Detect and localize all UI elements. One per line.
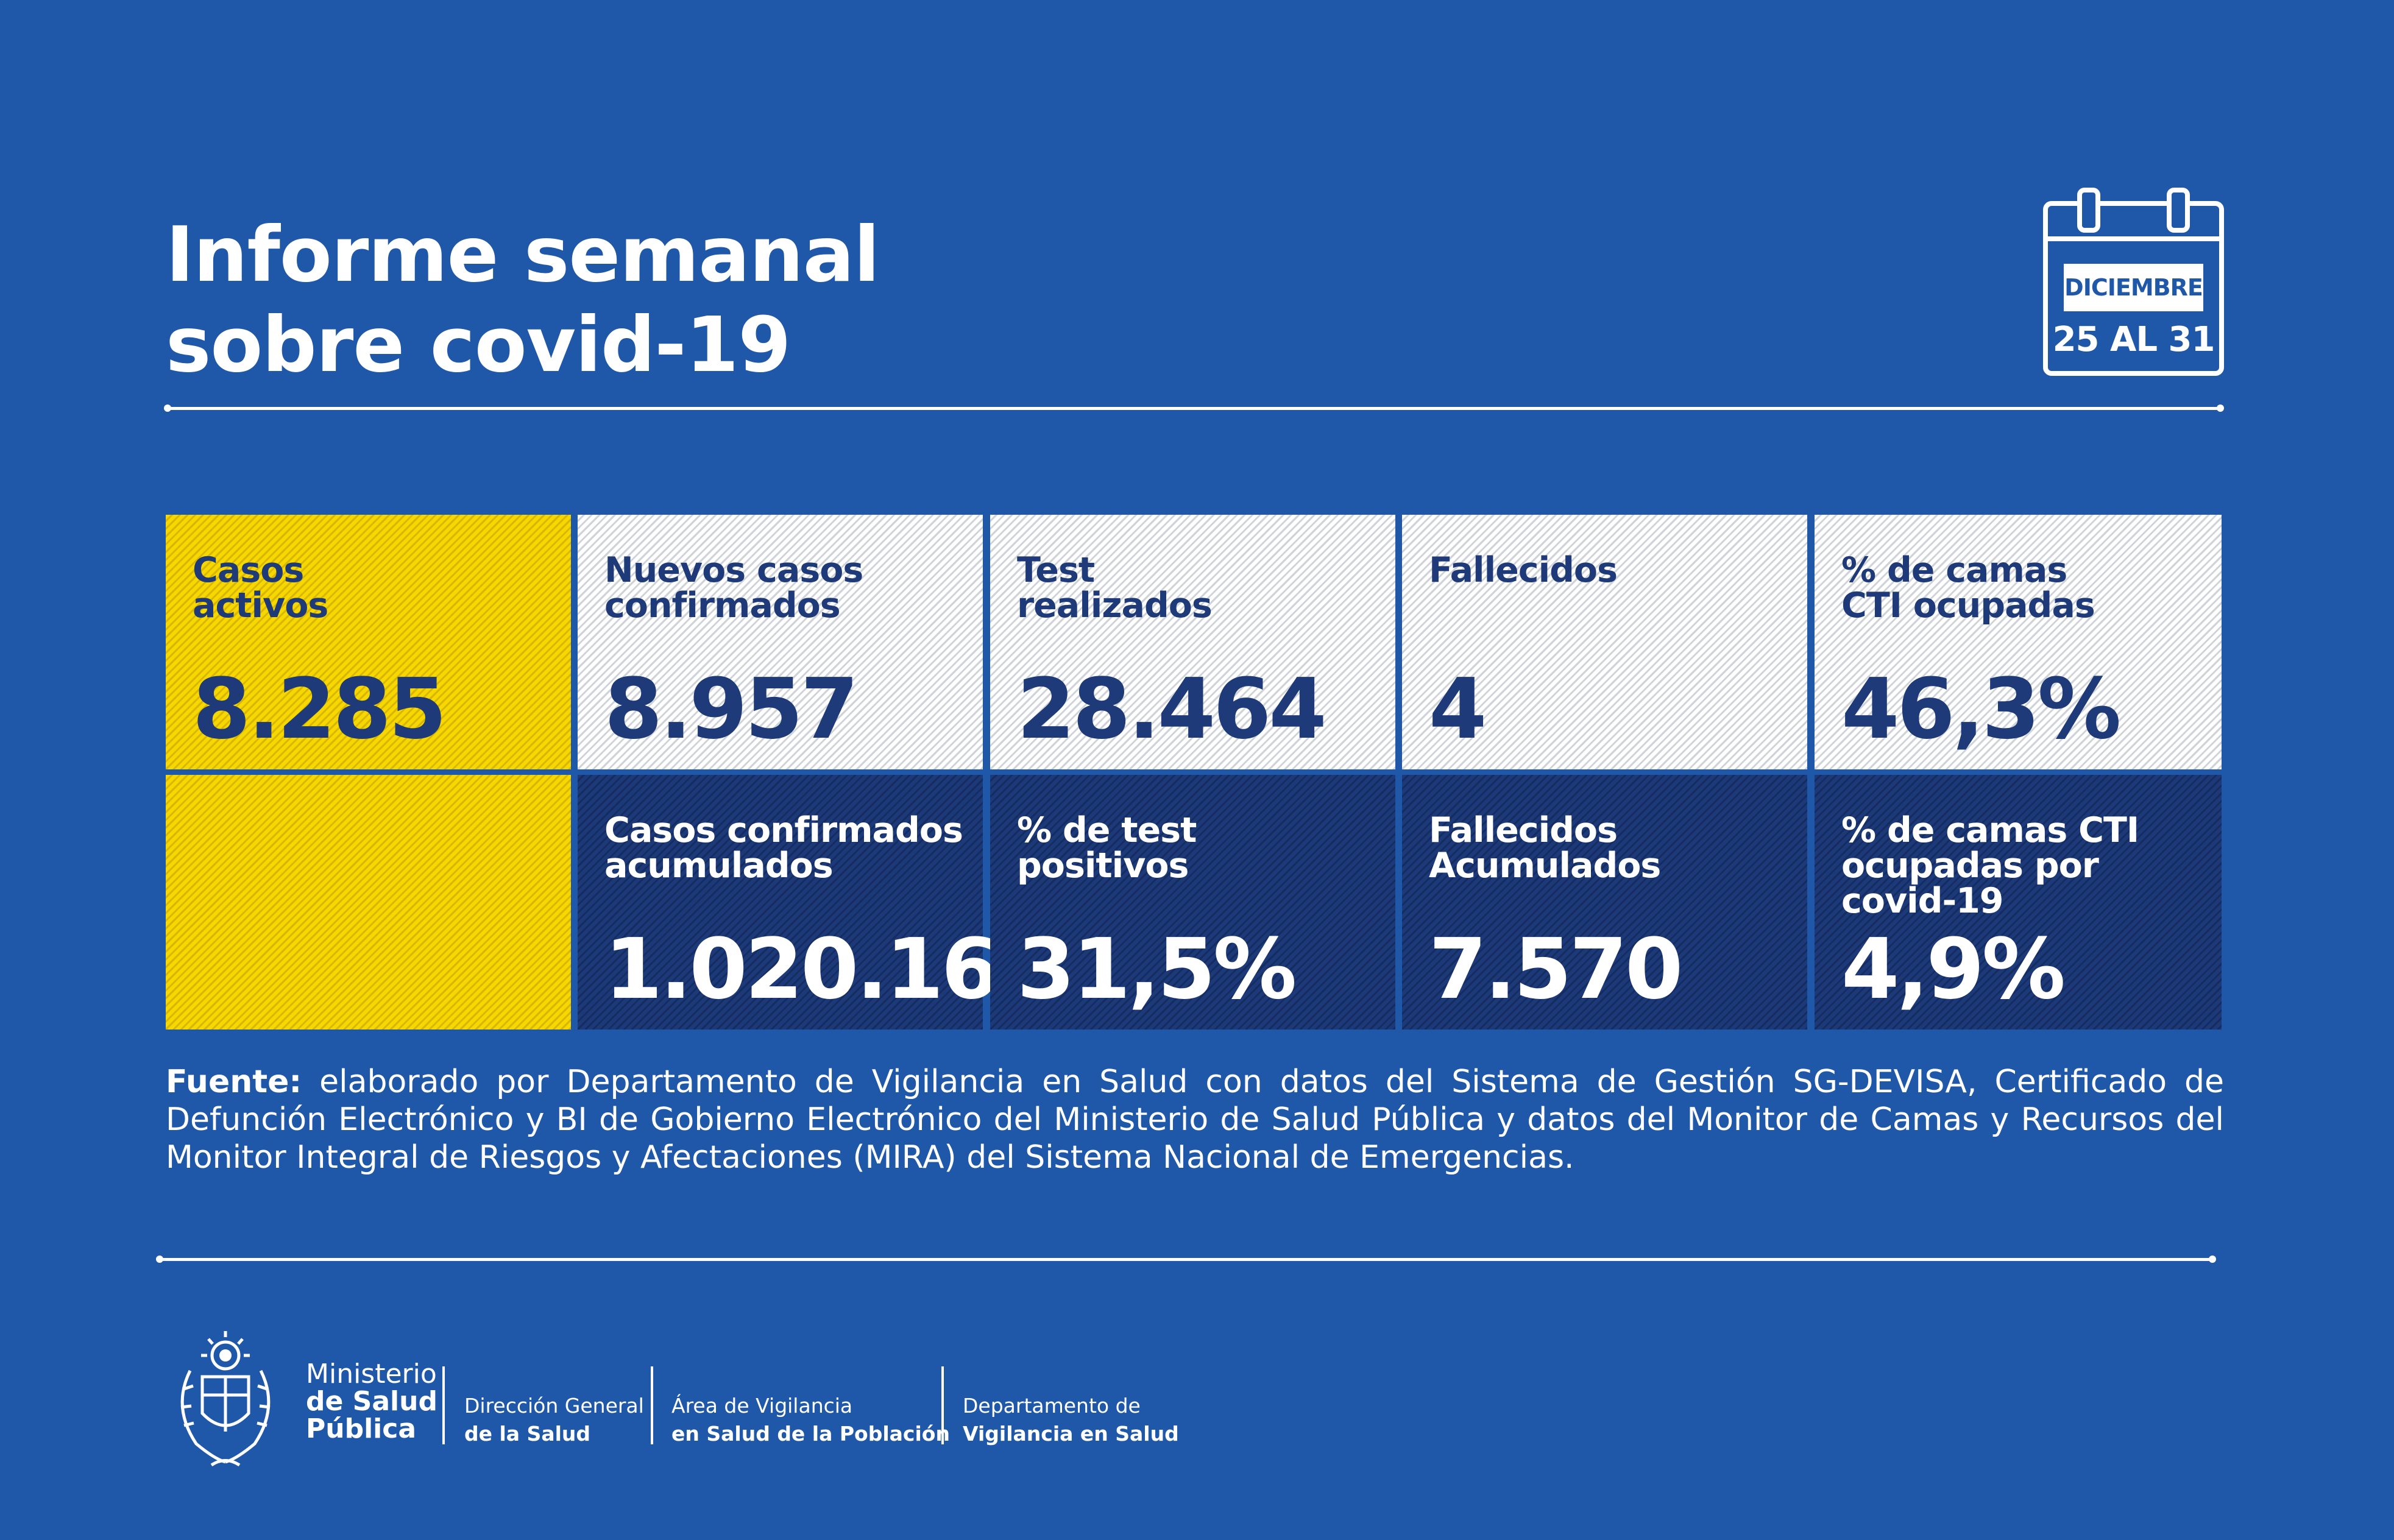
ministry-name: Ministerio de Salud Pública bbox=[306, 1360, 437, 1443]
stat-label: Nuevos casos confirmados bbox=[604, 550, 863, 626]
calendar-date-range: 25 AL 31 bbox=[2052, 320, 2215, 359]
stat-value: 8.285 bbox=[193, 661, 447, 758]
stat-test-positivos: % de test positivos 31,5% bbox=[990, 775, 1395, 1030]
header-divider bbox=[164, 404, 2224, 412]
calendar-ring-right bbox=[2167, 188, 2190, 233]
coat-of-arms-icon bbox=[180, 1331, 271, 1467]
stat-label: Fallecidos bbox=[1429, 550, 1618, 590]
area-line-2: en Salud de la Población bbox=[671, 1422, 950, 1446]
ministry-line-3: Pública bbox=[306, 1413, 417, 1444]
footer-divider-1 bbox=[442, 1366, 445, 1444]
page-title: Informe semanal sobre covid-19 bbox=[166, 210, 880, 390]
stat-label: % de camas CTI ocupadas por covid-19 bbox=[1841, 810, 2139, 921]
stat-label: Test realizados bbox=[1017, 550, 1213, 626]
stat-label: Casos confirmados acumulados bbox=[604, 810, 963, 886]
stat-test-realizados: Test realizados 28.464 bbox=[990, 515, 1395, 769]
footer-departamento: Departamento de Vigilancia en Salud bbox=[963, 1392, 1179, 1448]
area-line-1: Área de Vigilancia bbox=[671, 1394, 853, 1418]
title-line-2: sobre covid-19 bbox=[166, 301, 791, 389]
footer-direccion-general: Dirección General de la Salud bbox=[464, 1392, 644, 1448]
stat-value: 4,9% bbox=[1841, 921, 2066, 1018]
source-label: Fuente: bbox=[166, 1064, 302, 1100]
stat-label: Fallecidos Acumulados bbox=[1429, 810, 1661, 886]
stat-value: 1.020.161 bbox=[604, 921, 1055, 1018]
stat-camas-cti-covid: % de camas CTI ocupadas por covid-19 4,9… bbox=[1815, 775, 2222, 1030]
stat-label: % de camas CTI ocupadas bbox=[1841, 550, 2095, 626]
stat-fallecidos-acumulados: Fallecidos Acumulados 7.570 bbox=[1402, 775, 1807, 1030]
dg-line-1: Dirección General bbox=[464, 1394, 644, 1418]
source-note: Fuente: elaborado por Departamento de Vi… bbox=[166, 1063, 2224, 1176]
calendar-header-bar bbox=[2048, 236, 2219, 241]
footer-divider-2 bbox=[651, 1366, 653, 1444]
footer-area-vigilancia: Área de Vigilancia en Salud de la Poblac… bbox=[671, 1392, 950, 1448]
depto-line-2: Vigilancia en Salud bbox=[963, 1422, 1179, 1446]
stat-value: 4 bbox=[1429, 661, 1487, 758]
stat-camas-cti: % de camas CTI ocupadas 46,3% bbox=[1815, 515, 2222, 769]
ministry-line-2: de Salud bbox=[306, 1386, 437, 1417]
stat-value: 28.464 bbox=[1017, 661, 1327, 758]
stat-value: 46,3% bbox=[1841, 661, 2121, 758]
dg-line-2: de la Salud bbox=[464, 1422, 591, 1446]
stat-casos-activos: Casos activos 8.285 bbox=[166, 515, 571, 769]
stat-value: 8.957 bbox=[604, 661, 859, 758]
ministry-line-1: Ministerio bbox=[306, 1358, 437, 1390]
stat-fallecidos: Fallecidos 4 bbox=[1402, 515, 1807, 769]
stat-label: % de test positivos bbox=[1017, 810, 1197, 886]
footer-divider-3 bbox=[941, 1366, 944, 1444]
stat-nuevos-casos: Nuevos casos confirmados 8.957 bbox=[578, 515, 983, 769]
stat-label: Casos activos bbox=[193, 550, 328, 626]
stat-casos-activos-extension bbox=[166, 775, 571, 1030]
source-text: elaborado por Departamento de Vigilancia… bbox=[166, 1064, 2224, 1176]
title-line-1: Informe semanal bbox=[166, 211, 880, 299]
calendar-month: DICIEMBRE bbox=[2064, 264, 2203, 311]
depto-line-1: Departamento de bbox=[963, 1394, 1141, 1418]
stat-value: 7.570 bbox=[1429, 921, 1683, 1018]
stat-casos-acumulados: Casos confirmados acumulados 1.020.161 bbox=[578, 775, 1055, 1030]
calendar-ring-left bbox=[2077, 188, 2100, 233]
stat-value: 31,5% bbox=[1017, 921, 1297, 1018]
calendar-icon: DICIEMBRE 25 AL 31 bbox=[2043, 188, 2224, 376]
footer-divider bbox=[156, 1256, 2216, 1263]
